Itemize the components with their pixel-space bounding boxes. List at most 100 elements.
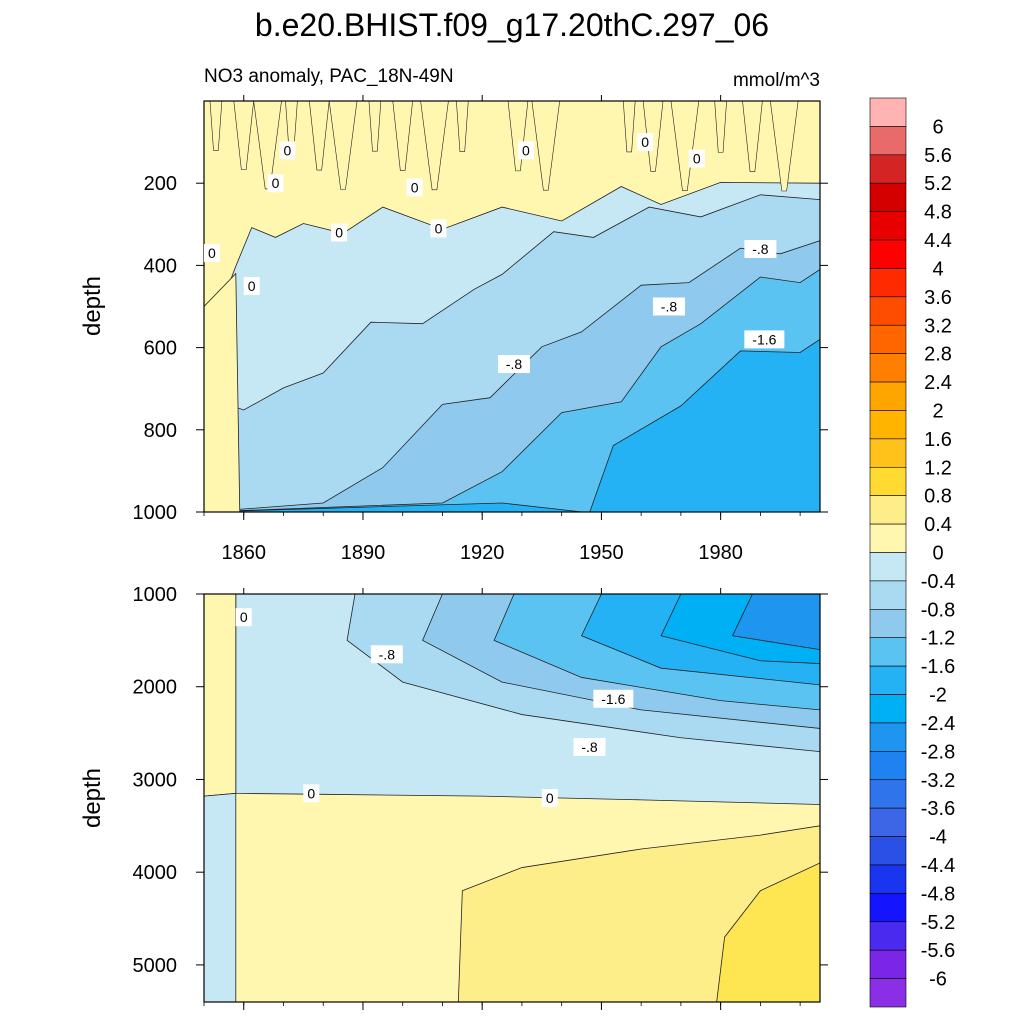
- colorbar-swatch: [869, 296, 907, 326]
- svg-text:-.8: -.8: [581, 739, 598, 755]
- figure-title: b.e20.BHIST.f09_g17.20thC.297_06: [255, 7, 769, 43]
- colorbar-label: 2: [932, 400, 943, 422]
- colorbar-swatch: [869, 665, 907, 695]
- colorbar-label: -5.6: [921, 940, 955, 962]
- colorbar-label: -0.8: [921, 599, 955, 621]
- surface-streak: [328, 101, 358, 190]
- colorbar-swatch: [869, 268, 907, 298]
- contour-label: 0: [203, 244, 220, 263]
- svg-text:0: 0: [208, 245, 216, 261]
- contour-label: 0: [430, 219, 447, 238]
- colorbar-label: -4.4: [921, 855, 955, 877]
- surface-streak: [233, 101, 254, 170]
- contour-label: -.8: [573, 738, 606, 756]
- svg-text:-.8: -.8: [506, 356, 523, 372]
- contour-label: -.8: [652, 297, 685, 316]
- colorbar-swatch: [869, 523, 907, 553]
- y-tick-label: 800: [144, 420, 177, 442]
- colorbar-swatch: [869, 978, 907, 1008]
- colorbar-label: -2.4: [921, 713, 955, 735]
- x-tick-label: 1980: [698, 542, 743, 564]
- lower-panel: depth 0 -.8 -1.6 -.8 0 0 1000 2000 3000 4000 5000: [79, 584, 828, 1010]
- colorbar-label: -0.4: [921, 571, 955, 593]
- colorbar-swatch: [869, 779, 907, 809]
- colorbar-label: 0.8: [924, 486, 952, 508]
- svg-text:0: 0: [435, 220, 443, 236]
- svg-text:-1.6: -1.6: [601, 691, 625, 707]
- contour-label: -1.6: [744, 330, 785, 349]
- contour-band--2.0: [204, 338, 820, 512]
- contour-label: 0: [517, 141, 534, 160]
- svg-text:-.8: -.8: [379, 646, 396, 662]
- colorbar-label: -4.8: [921, 883, 955, 905]
- y-tick-label: 5000: [133, 955, 178, 977]
- colorbar-label: -3.2: [921, 770, 955, 792]
- upper-panel: NO3 anomaly, PAC_18N-49N mmol/m^3 depth …: [79, 66, 828, 564]
- colorbar-swatch: [869, 211, 907, 241]
- colorbar-label: -4: [929, 827, 947, 849]
- colorbar-swatch: [869, 410, 907, 440]
- colorbar-label: 1.2: [924, 457, 952, 479]
- colorbar-label: 0.4: [924, 514, 952, 536]
- colorbar-label: -5.2: [921, 912, 955, 934]
- svg-text:-.8: -.8: [661, 299, 678, 315]
- colorbar-swatch: [869, 97, 907, 127]
- svg-text:0: 0: [522, 142, 530, 158]
- surface-streak: [209, 101, 223, 151]
- colorbar-label: 4.4: [924, 230, 952, 252]
- lower-y-axis-label: depth: [79, 768, 106, 828]
- colorbar-label: 1.6: [924, 429, 952, 451]
- colorbar-label: -3.6: [921, 798, 955, 820]
- svg-text:0: 0: [546, 790, 554, 806]
- colorbar-swatch: [869, 807, 907, 837]
- surface-streak: [670, 101, 700, 191]
- colorbar: 6 5.6 5.2 4.8 4.4 4 3.6 3.2 2.8 2.4 2 1.6 1.2 0.8 0.4 0…: [869, 97, 955, 1008]
- colorbar-swatch: [869, 751, 907, 781]
- warm-column: [204, 594, 237, 797]
- colorbar-swatch: [869, 893, 907, 923]
- plot-frame: [203, 100, 821, 513]
- colorbar-swatch: [869, 154, 907, 184]
- colorbar-swatch: [869, 552, 907, 582]
- contour-label: 0: [541, 789, 558, 807]
- colorbar-swatch: [869, 126, 907, 156]
- colorbar-swatch: [869, 949, 907, 979]
- colorbar-label: 4.8: [924, 202, 952, 224]
- colorbar-label: 6: [932, 116, 943, 138]
- svg-text:-.8: -.8: [752, 241, 769, 257]
- surface-streak: [309, 101, 330, 171]
- y-tick-label: 400: [144, 255, 177, 277]
- y-tick-label: 2000: [133, 677, 178, 699]
- svg-text:0: 0: [284, 142, 292, 158]
- surface-streak: [742, 101, 763, 172]
- contour-label: 0: [331, 223, 348, 242]
- y-tick-label: 3000: [133, 769, 178, 791]
- contour-label: -.8: [370, 645, 403, 664]
- surface-streak: [770, 101, 799, 192]
- colorbar-swatch: [869, 637, 907, 667]
- plot-frame: [203, 593, 821, 1003]
- contour-label: -1.6: [593, 689, 634, 708]
- contour-label: 0: [267, 174, 284, 193]
- x-tick-label: 1890: [341, 542, 386, 564]
- svg-text:0: 0: [272, 175, 280, 191]
- surface-streak: [368, 101, 382, 152]
- y-tick-label: 1000: [133, 584, 178, 606]
- svg-text:0: 0: [240, 609, 248, 625]
- upper-y-axis-label: depth: [79, 276, 106, 336]
- colorbar-label: -1.6: [921, 656, 955, 678]
- colorbar-swatch: [869, 722, 907, 752]
- contour-label: 0: [303, 784, 320, 803]
- svg-text:0: 0: [641, 134, 649, 150]
- colorbar-label: 3.6: [924, 287, 952, 309]
- colorbar-swatch: [869, 864, 907, 894]
- svg-text:0: 0: [335, 225, 343, 241]
- svg-text:0: 0: [693, 151, 701, 167]
- contour-label: 0: [235, 608, 252, 627]
- units-label: mmol/m^3: [733, 70, 820, 91]
- y-tick-label: 200: [144, 173, 177, 195]
- surface-streak: [531, 101, 560, 191]
- surface-streak: [456, 101, 469, 152]
- contour-band--2.8: [731, 594, 820, 651]
